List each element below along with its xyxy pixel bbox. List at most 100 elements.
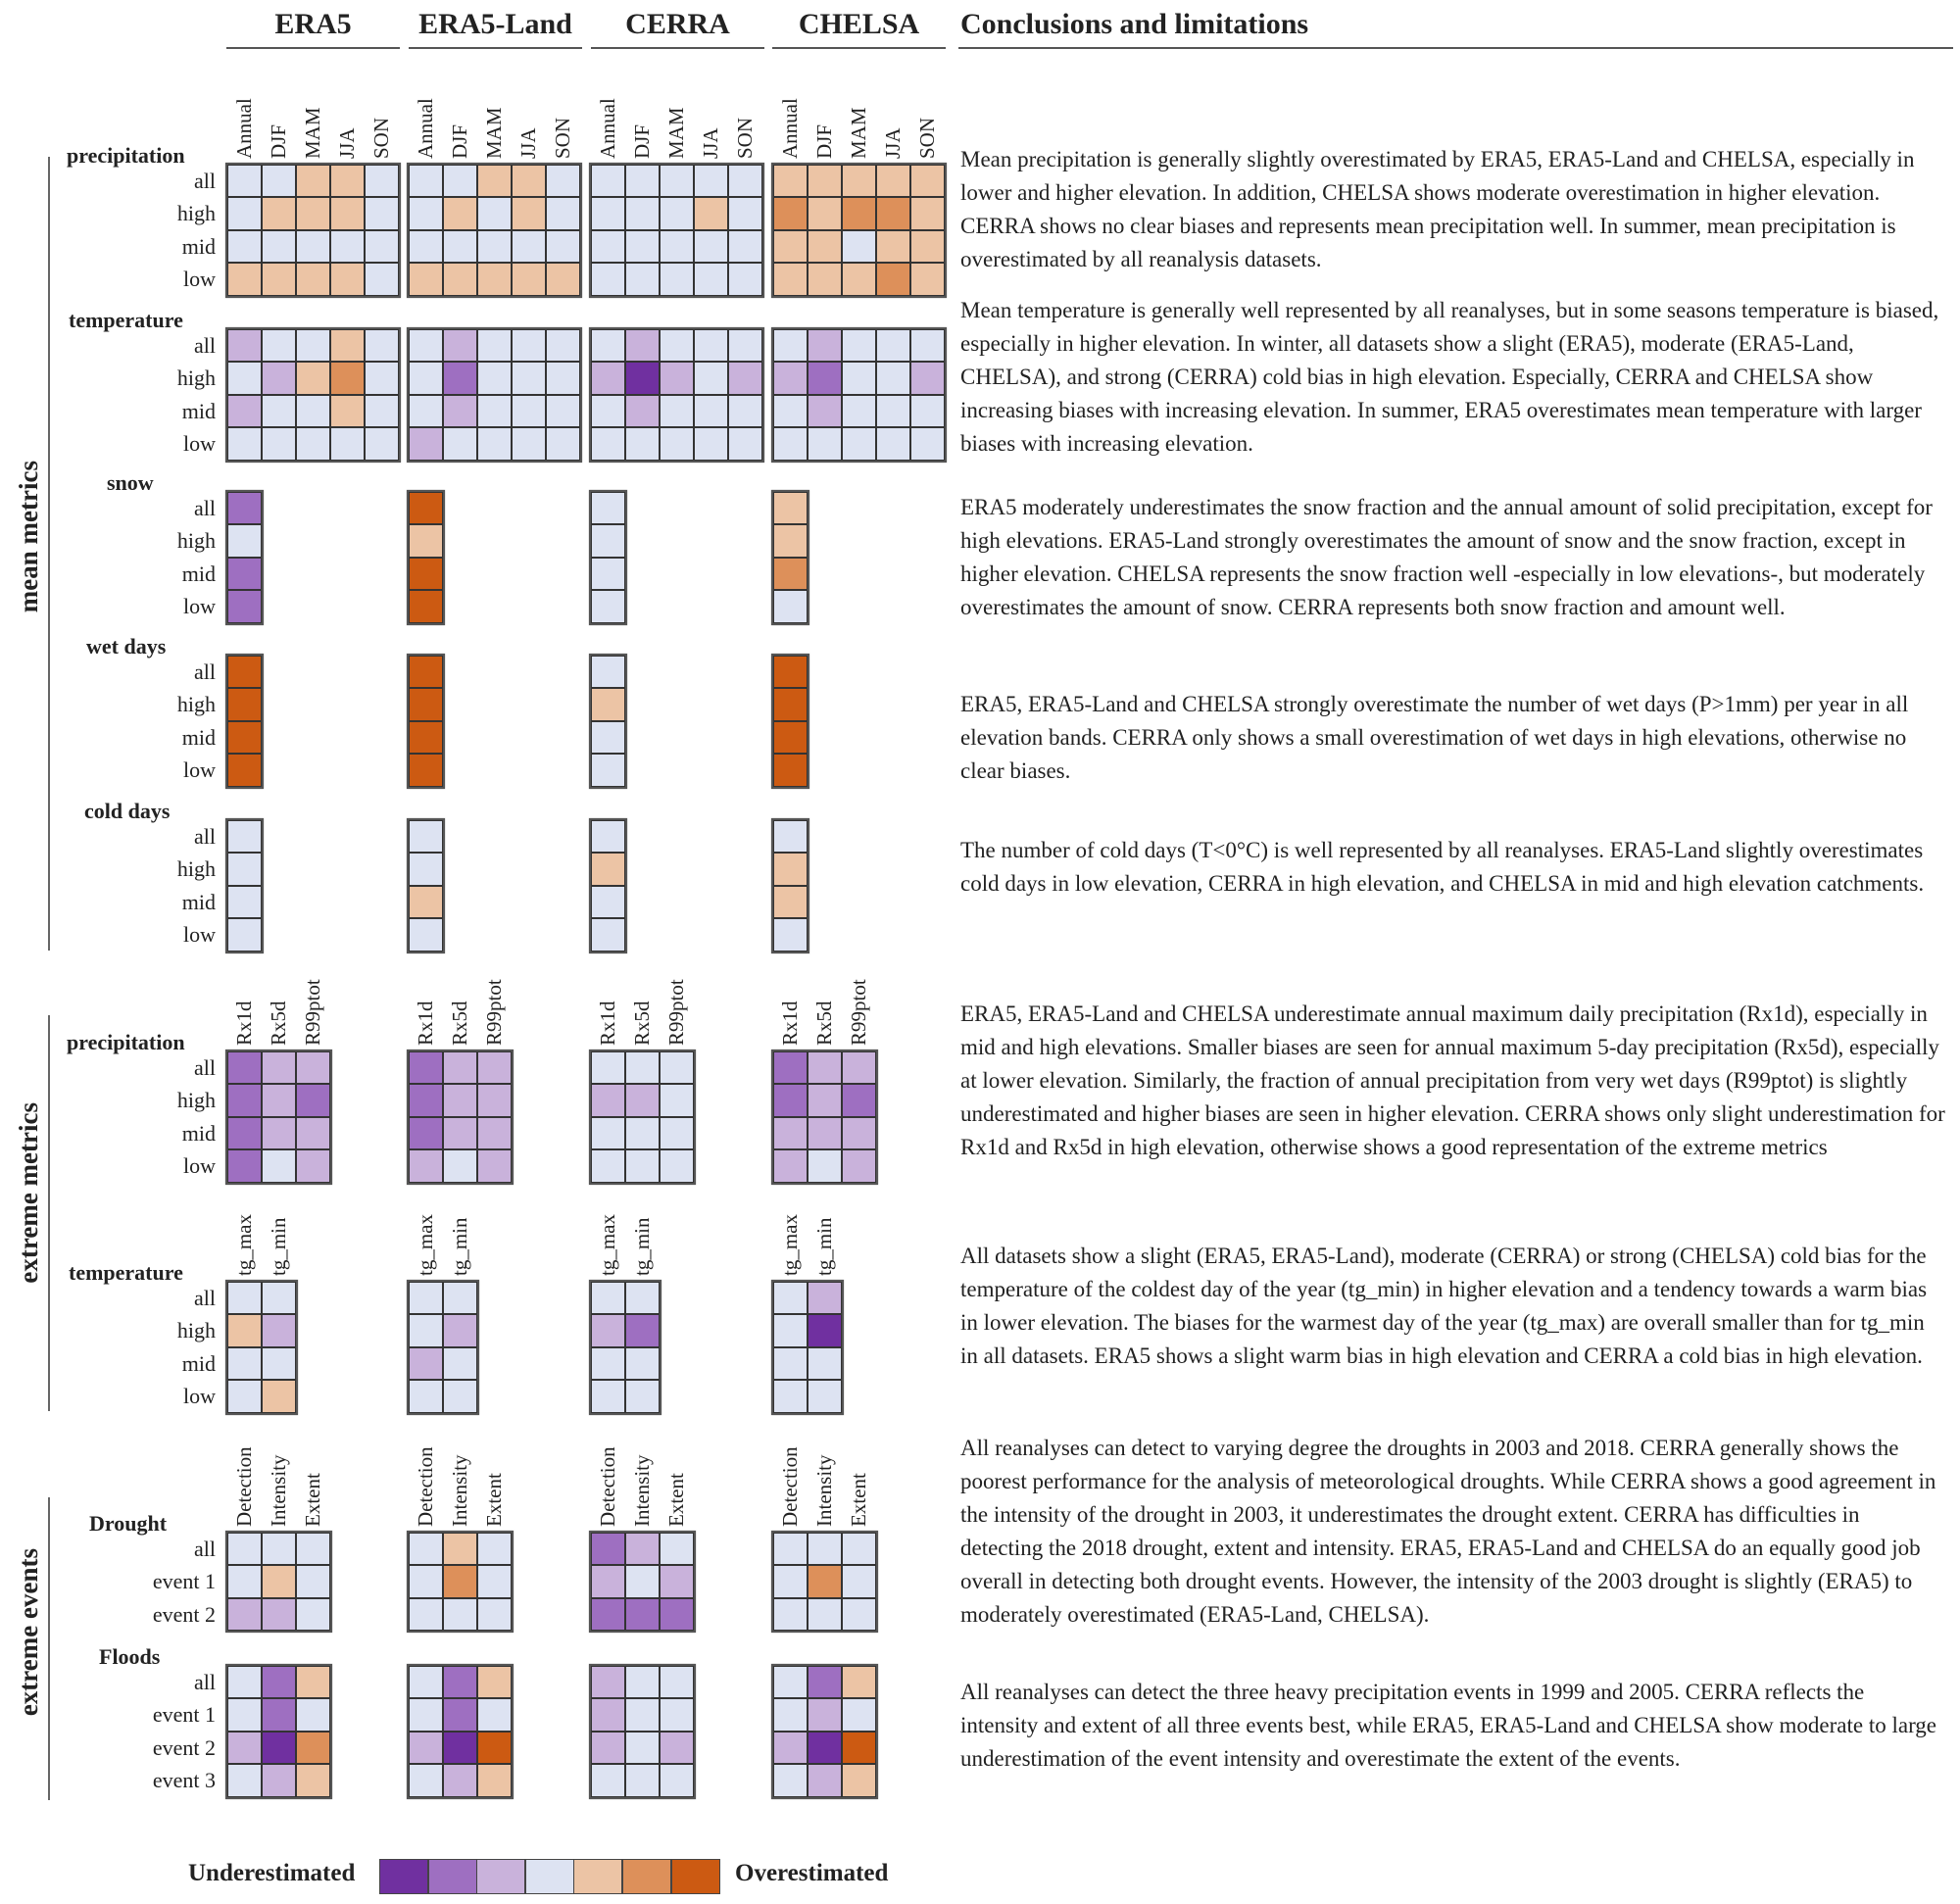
column-label-text: Detection	[596, 1446, 619, 1527]
heatmap-cell	[842, 427, 876, 461]
heatmap-cell	[808, 1282, 842, 1315]
heatmap-cell	[773, 688, 808, 721]
column-label: Annual	[227, 98, 262, 159]
heatmap-cell	[409, 853, 443, 886]
heatmap-cell	[227, 524, 262, 558]
conclusion-cold-days: The number of cold days (T<0°C) is well …	[960, 838, 1925, 896]
heatmap-cell	[365, 165, 399, 198]
heatmap-cell	[660, 1764, 694, 1797]
column-label: R99ptot	[477, 979, 512, 1046]
row-label: all	[194, 169, 216, 193]
heatmap-cell	[773, 1346, 808, 1381]
heatmap-cell	[842, 1731, 876, 1765]
heatmap-cell	[591, 1149, 625, 1183]
heatmap-cell	[591, 1731, 625, 1765]
heatmap-cell	[227, 820, 262, 854]
column-label-text: Extent	[664, 1473, 688, 1527]
heatmap-cell	[296, 362, 330, 395]
panel-title: cold days	[84, 799, 171, 823]
heatmap-cell	[512, 329, 546, 363]
heatmap-cell	[227, 656, 262, 689]
heatmap-cell	[591, 1314, 625, 1347]
heatmap-cell	[443, 1666, 477, 1699]
heatmap-grid-cerra	[589, 490, 627, 625]
row-label: mid	[181, 1350, 216, 1376]
heatmap-cell	[546, 362, 580, 395]
column-label-text: tg_min	[448, 1217, 471, 1276]
heatmap-cell	[227, 1731, 262, 1765]
column-label-text: Detection	[778, 1446, 802, 1527]
heatmap-cell	[409, 1084, 443, 1117]
heatmap-cell	[443, 1051, 477, 1085]
heatmap-cell	[409, 1282, 443, 1315]
column-label: R99ptot	[842, 979, 876, 1046]
heatmap-cell	[330, 229, 365, 264]
column-label: Detection	[591, 1446, 625, 1527]
heatmap-cell	[409, 362, 443, 395]
heatmap-grid-era5	[225, 1050, 332, 1185]
column-label-text: tg_max	[778, 1214, 802, 1276]
heatmap-cell	[625, 1282, 660, 1315]
heatmap-cell	[773, 197, 808, 230]
group-bracket-mean	[48, 157, 50, 951]
group-bracket-extreme-metrics	[48, 1015, 50, 1411]
heatmap-cell	[842, 1116, 876, 1150]
column-label-text: SON	[551, 117, 574, 159]
heatmap-cell	[625, 1149, 660, 1183]
heatmap-cell	[625, 329, 660, 363]
row-label: all	[194, 496, 216, 520]
heatmap-cell	[773, 362, 808, 395]
column-label-text: R99ptot	[847, 979, 870, 1046]
row-label: low	[183, 594, 216, 619]
heatmap-cell	[773, 1698, 808, 1732]
heatmap-cell	[227, 1314, 262, 1347]
heatmap-cell	[443, 1346, 477, 1381]
heatmap-cell	[842, 362, 876, 395]
heatmap-cell	[477, 1116, 512, 1150]
heatmap-cell	[262, 427, 296, 461]
heatmap-grid-era5-land	[407, 490, 445, 625]
heatmap-cell	[842, 263, 876, 296]
heatmap-cell	[842, 1764, 876, 1797]
heatmap-cell	[296, 1116, 330, 1150]
heatmap-cell	[910, 165, 945, 198]
heatmap-cell	[808, 329, 842, 363]
heatmap-grid-chelsa	[771, 163, 947, 298]
heatmap-cell	[808, 263, 842, 296]
column-label-text: Intensity	[448, 1454, 471, 1528]
column-label: SON	[728, 118, 762, 159]
heatmap-cell	[694, 229, 728, 264]
column-label-text: Rx5d	[267, 1001, 290, 1046]
heatmap-cell	[443, 362, 477, 395]
column-label: Intensity	[808, 1455, 842, 1528]
heatmap-cell	[227, 1533, 262, 1566]
heatmap-cell	[330, 427, 365, 461]
row-label: high	[176, 528, 216, 554]
heatmap-cell	[876, 362, 910, 395]
heatmap-cell	[591, 688, 625, 721]
heatmap-cell	[808, 1764, 842, 1797]
heatmap-cell	[773, 853, 808, 886]
heatmap-cell	[591, 1698, 625, 1732]
heatmap-cell	[591, 754, 625, 787]
heatmap-cell	[910, 427, 945, 461]
heatmap-cell	[876, 165, 910, 198]
heatmap-cell	[591, 362, 625, 395]
heatmap-cell	[365, 197, 399, 230]
heatmap-cell	[409, 1346, 443, 1381]
header-divider	[409, 47, 582, 49]
heatmap-cell	[808, 1666, 842, 1699]
heatmap-grid-era5	[225, 327, 401, 463]
heatmap-cell	[694, 165, 728, 198]
column-label: SON	[910, 118, 945, 159]
row-label: high	[176, 1088, 216, 1113]
heatmap-cell	[477, 362, 512, 395]
row-label: all	[194, 1286, 216, 1310]
heatmap-cell	[808, 1698, 842, 1732]
heatmap-cell	[728, 197, 762, 230]
panel-title: temperature	[69, 308, 183, 332]
column-label-text: R99ptot	[301, 979, 324, 1046]
legend-swatch	[379, 1859, 428, 1894]
heatmap-cell	[227, 394, 262, 428]
legend-swatch	[427, 1859, 477, 1894]
